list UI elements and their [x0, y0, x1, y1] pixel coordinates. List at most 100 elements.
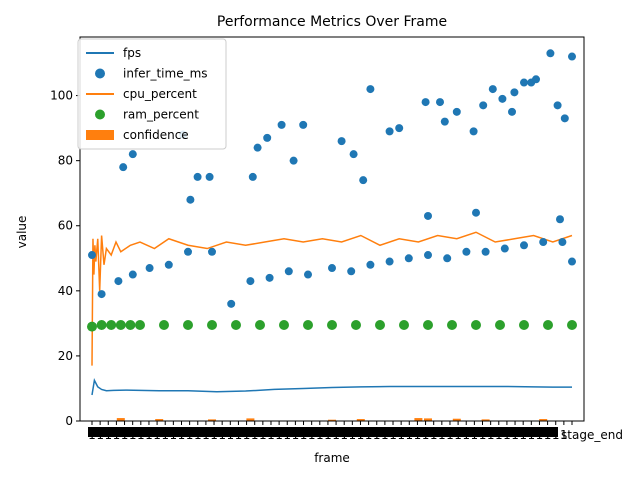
ram-percent-point — [159, 320, 169, 330]
infer-time-point — [508, 107, 516, 116]
infer-time-point — [385, 257, 394, 266]
ram-percent-point — [183, 320, 193, 330]
confidence-bar — [356, 419, 365, 421]
y-tick-label: 20 — [58, 349, 73, 363]
ram-percent-point — [207, 320, 217, 330]
infer-time-point — [488, 85, 497, 94]
ram-percent-point — [327, 320, 337, 330]
y-tick-label: 40 — [58, 284, 73, 298]
fps-line-group — [91, 377, 572, 396]
infer-time-point — [289, 156, 298, 165]
infer-time-point — [472, 208, 480, 217]
ram-percent-point — [519, 320, 529, 330]
infer-time-point — [462, 247, 471, 256]
confidence-bar — [208, 419, 216, 421]
infer-time-point — [347, 267, 356, 276]
infer-time-point — [452, 107, 461, 116]
infer-time-point — [205, 172, 214, 181]
x-tick-label: stage_end — [561, 428, 623, 442]
infer-time-point — [520, 241, 528, 250]
infer-time-point — [193, 172, 202, 181]
legend-box — [77, 38, 227, 150]
infer-time-point — [553, 101, 562, 110]
infer-time-point — [349, 150, 358, 159]
ram-percent-point — [399, 320, 409, 330]
confidence-bars — [116, 418, 548, 421]
legend-label: cpu_percent — [123, 87, 197, 101]
y-tick-label: 0 — [65, 414, 73, 428]
infer-time-point — [546, 49, 555, 58]
infer-time-point — [145, 264, 154, 273]
x-axis-ticks: 1111111111111111111111111111111111111111… — [88, 421, 623, 442]
infer-time-point — [328, 264, 336, 273]
infer-time-points — [88, 49, 576, 308]
infer-time-point — [395, 124, 404, 133]
ram-percent-point — [279, 320, 289, 330]
infer-time-point — [265, 273, 274, 282]
infer-time-point — [263, 133, 272, 142]
legend-swatch-marker — [95, 109, 105, 120]
infer-time-point — [97, 290, 106, 299]
y-axis-label: value — [15, 216, 29, 249]
infer-time-point — [164, 260, 173, 269]
infer-time-point — [119, 163, 128, 172]
infer-time-point — [299, 120, 308, 129]
infer-time-point — [385, 127, 394, 136]
infer-time-point — [479, 101, 488, 110]
ram-percent-point — [423, 320, 433, 330]
legend-label: fps — [123, 46, 141, 60]
infer-time-point — [186, 195, 195, 204]
ram-percent-point — [96, 320, 107, 330]
confidence-bar — [328, 419, 336, 421]
infer-time-point — [500, 244, 509, 253]
infer-time-point — [568, 257, 576, 266]
infer-time-point — [277, 120, 286, 129]
infer-time-point — [184, 247, 192, 256]
ram-percent-point — [135, 320, 145, 330]
confidence-bar — [155, 419, 164, 421]
infer-time-point — [359, 176, 368, 185]
infer-time-point — [532, 75, 540, 84]
fps-line — [91, 377, 572, 396]
infer-time-point — [284, 267, 293, 276]
infer-time-point — [520, 78, 528, 87]
y-tick-label: 80 — [58, 154, 73, 168]
confidence-bar — [246, 418, 255, 421]
confidence-bar — [481, 419, 490, 421]
ram-percent-point — [231, 320, 241, 330]
legend-label: confidence — [123, 128, 189, 142]
legend-label: ram_percent — [123, 108, 199, 122]
ram-percent-point — [106, 320, 117, 330]
infer-time-point — [443, 254, 452, 263]
y-axis-ticks: 0 20 40 60 80 100 — [50, 89, 80, 428]
ram-percent-point — [567, 320, 577, 330]
infer-time-point — [421, 98, 430, 107]
confidence-bar — [116, 418, 125, 421]
ram-percent-point — [115, 320, 126, 330]
confidence-bar — [539, 419, 548, 421]
infer-time-point — [304, 270, 312, 279]
infer-time-point — [568, 52, 576, 61]
ram-percent-point — [471, 320, 481, 330]
infer-time-point — [366, 85, 375, 94]
infer-time-point — [539, 238, 548, 247]
legend-label: infer_time_ms — [123, 67, 208, 81]
legend: fps infer_time_ms cpu_percent ram_percentco… — [77, 38, 227, 150]
infer-time-point — [128, 270, 137, 279]
plot-area-frame — [79, 36, 585, 422]
ram-percent-points — [87, 320, 577, 332]
infer-time-point — [404, 254, 413, 263]
infer-time-point — [366, 260, 375, 269]
ram-percent-point — [303, 320, 313, 330]
infer-time-point — [436, 98, 444, 107]
infer-time-point — [560, 114, 569, 123]
confidence-bar — [424, 418, 432, 421]
infer-time-point — [498, 94, 507, 103]
y-tick-label: 100 — [50, 89, 73, 103]
y-tick-label: 60 — [58, 219, 73, 233]
x-tick-label: 1 — [560, 428, 568, 442]
infer-time-point — [128, 150, 137, 159]
ram-percent-point — [87, 321, 97, 332]
x-axis-label: frame — [314, 451, 350, 465]
